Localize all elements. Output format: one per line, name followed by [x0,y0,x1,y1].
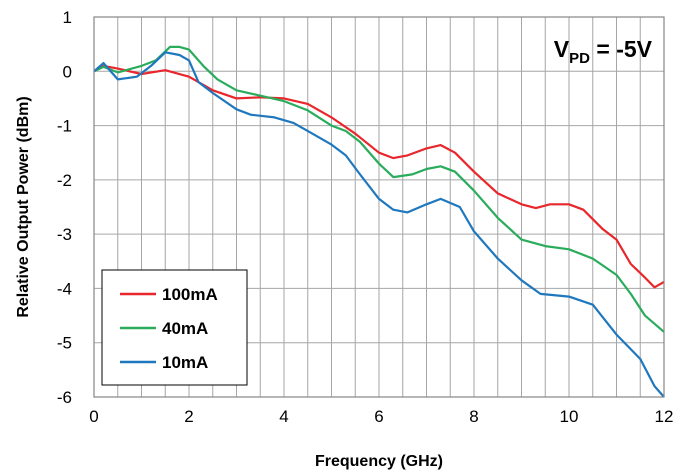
bias-annotation: VPD = -5V [554,36,653,67]
y-tick-label: -6 [57,388,72,407]
annotation-rest: = -5V [590,36,653,62]
y-tick-label: -1 [57,117,72,136]
y-axis-label: Relative Output Power (dBm) [15,96,32,317]
x-tick-label: 10 [560,407,579,426]
x-axis-label: Frequency (GHz) [315,453,443,470]
x-tick-label: 6 [374,407,383,426]
x-tick-label: 2 [184,407,193,426]
series-line-100mA [93,64,665,289]
x-tick-labels: 0 2 4 6 8 10 12 [89,407,673,426]
x-tick-label: 8 [469,407,478,426]
annotation-subscript: PD [569,50,590,67]
series-line-10mA [93,51,665,398]
y-tick-labels: 1 0 -1 -2 -3 -4 -5 -6 [57,8,72,407]
legend-label-40mA: 40mA [162,319,208,338]
legend-label-100mA: 100mA [162,285,218,304]
y-tick-label: -3 [57,225,72,244]
y-tick-label: -4 [57,279,72,298]
annotation-main: V [554,36,570,62]
x-tick-label: 4 [279,407,288,426]
x-tick-label: 12 [655,407,674,426]
y-tick-label: -2 [57,171,72,190]
legend: 100mA 40mA 10mA [101,269,248,386]
y-tick-label: -5 [57,334,72,353]
y-tick-label: 0 [63,62,72,81]
legend-label-10mA: 10mA [162,353,208,372]
series-lines [93,45,665,398]
plot-frame [93,16,665,398]
series-line-40mA [93,45,665,333]
y-tick-label: 1 [63,8,72,27]
x-tick-label: 0 [89,407,98,426]
